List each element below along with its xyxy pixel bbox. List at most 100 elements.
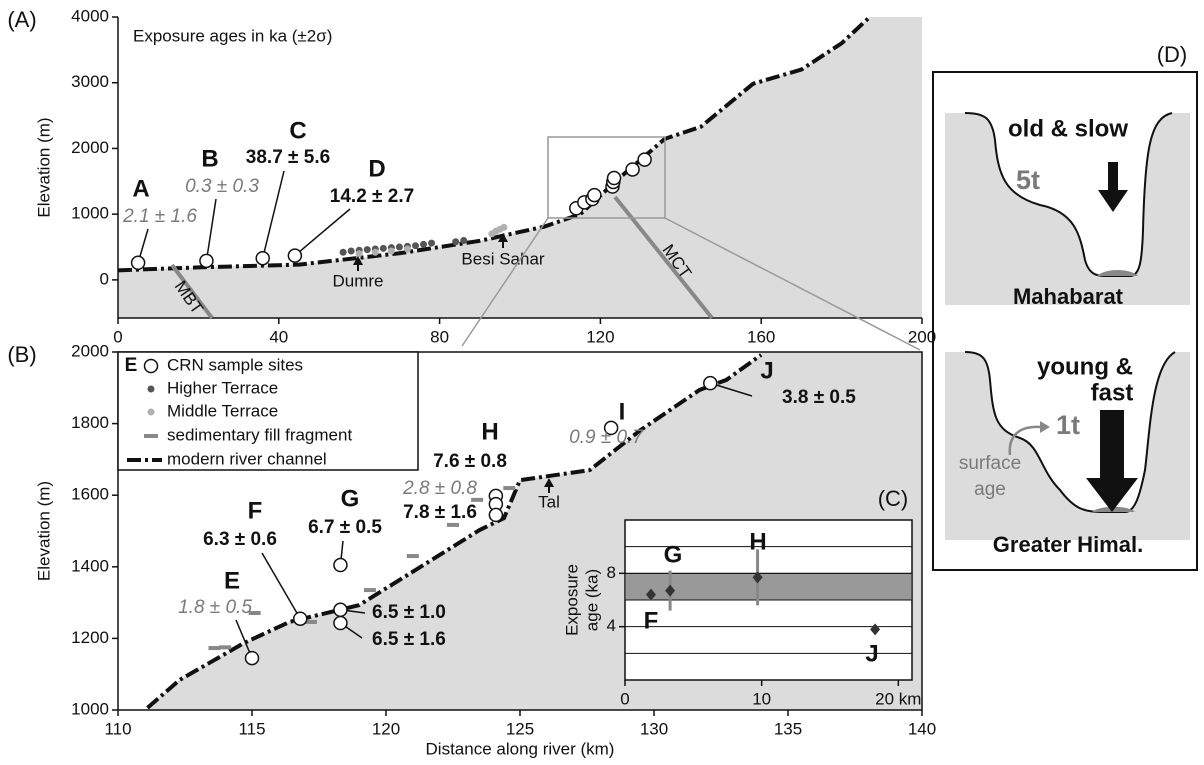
point-letter: J (865, 640, 878, 667)
chart-note: Exposure ages in ka (±2σ) (133, 26, 332, 45)
river-profile (146, 353, 763, 710)
place-arrow-head (544, 478, 554, 487)
higher-terrace-point (452, 238, 460, 246)
y-tick-label: 1000 (71, 204, 109, 223)
y-tick-label: 1200 (71, 628, 109, 647)
x-tick-label: 130 (640, 719, 668, 738)
x-tick-label: 120 (372, 719, 400, 738)
fault-line (170, 263, 214, 320)
valley-time: 5t (1016, 165, 1040, 195)
fill-fragment (503, 486, 516, 491)
higher-terrace-point (420, 240, 428, 248)
site-letter: C (289, 117, 306, 144)
y-tick-label: 3000 (71, 72, 109, 91)
y-tick-label: 4000 (71, 6, 109, 25)
fill-fragment (363, 588, 376, 593)
zoom-connector (664, 217, 921, 351)
y-axis-label: Elevation (m) (34, 481, 53, 581)
site-age: 3.8 ± 0.5 (782, 387, 856, 408)
sample-site (603, 420, 619, 436)
fill-fragment (471, 497, 484, 502)
y-tick-label: 1800 (71, 413, 109, 432)
site-age: 6.7 ± 0.5 (308, 517, 382, 538)
middle-terrace-point (387, 247, 395, 255)
site-age: 7.6 ± 0.8 (433, 451, 507, 472)
legend-letter: E (125, 355, 138, 376)
leader-line (710, 382, 753, 397)
y-tick-label: 2000 (71, 341, 109, 360)
valley-title: young & (1037, 353, 1133, 380)
legend-label: Higher Terrace (167, 378, 278, 397)
fill-fragment (304, 619, 317, 624)
site-age: 6.5 ± 1.6 (372, 629, 446, 650)
terrain-fill (118, 17, 922, 318)
site-age: 0.3 ± 0.3 (185, 176, 259, 197)
legend-symbol (143, 358, 159, 374)
middle-terrace-point (403, 245, 411, 253)
site-letter: B (201, 145, 218, 172)
x-tick-label: 200 (908, 327, 936, 346)
x-tick-label: 135 (774, 719, 802, 738)
place-arrow-head (498, 233, 508, 242)
higher-terrace-point (379, 244, 387, 252)
surface-arrow (1008, 425, 1041, 456)
panel-label: (D) (1157, 42, 1188, 67)
higher-terrace-point (395, 243, 403, 251)
valley-name: Greater Himal. (993, 532, 1143, 557)
y-tick-label: 0 (100, 269, 109, 288)
sample-site (587, 187, 602, 203)
leader-line (294, 208, 351, 257)
site-letter: E (224, 567, 240, 594)
zoom-box (547, 136, 666, 219)
site-age: 6.5 ± 1.0 (372, 602, 446, 623)
legend-label: modern river channel (167, 449, 327, 468)
middle-terrace-point (500, 223, 508, 231)
y-tick-label: 4 (607, 616, 616, 635)
zoom-connector (461, 217, 549, 347)
valley-sediment (1097, 270, 1138, 276)
sample-site (287, 248, 303, 263)
sample-site (606, 170, 622, 186)
y-axis-label: Exposure (562, 564, 581, 636)
x-tick-label: 120 (586, 327, 614, 346)
x-tick-label: 160 (747, 327, 775, 346)
higher-terrace-point (347, 247, 355, 255)
sample-site (255, 250, 270, 266)
panel-label: (C) (878, 486, 909, 511)
sample-site (625, 162, 640, 177)
incision-arrow-head (1098, 190, 1128, 212)
site-letter: F (248, 497, 263, 524)
panel-label: (B) (7, 342, 36, 367)
y-tick-label: 1400 (71, 556, 109, 575)
site-letter: J (760, 357, 773, 384)
higher-terrace-point (411, 242, 419, 250)
valley-name: Mahabarat (1013, 284, 1124, 309)
site-age: 38.7 ± 5.6 (246, 147, 330, 168)
x-tick-label: 10 (752, 689, 771, 708)
fill-fragment (219, 645, 232, 650)
higher-terrace-point (460, 236, 468, 244)
y-tick-label: 2000 (71, 138, 109, 157)
valley-title: fast (1091, 379, 1134, 406)
sample-site (292, 611, 308, 626)
site-age: 0.9 ± 0.7 (569, 427, 644, 448)
sample-site (333, 615, 348, 631)
x-tick-label: 0 (620, 689, 629, 708)
x-tick-label: 0 (113, 327, 122, 346)
y-axis-label: age (ka) (582, 569, 601, 631)
x-tick-label: 80 (430, 327, 449, 346)
higher-terrace-point (363, 246, 371, 254)
valley-time: 1t (1056, 410, 1080, 440)
middle-terrace-point (355, 250, 363, 258)
site-letter: A (132, 175, 149, 202)
site-age: 1.8 ± 0.5 (178, 597, 252, 618)
legend-symbol (144, 434, 158, 438)
higher-terrace-point (339, 248, 347, 256)
x-axis-label: Distance along river (km) (426, 739, 615, 758)
fill-fragment (406, 554, 419, 559)
middle-terrace-point (371, 248, 379, 256)
sample-site (130, 255, 146, 271)
age-point (665, 584, 676, 597)
